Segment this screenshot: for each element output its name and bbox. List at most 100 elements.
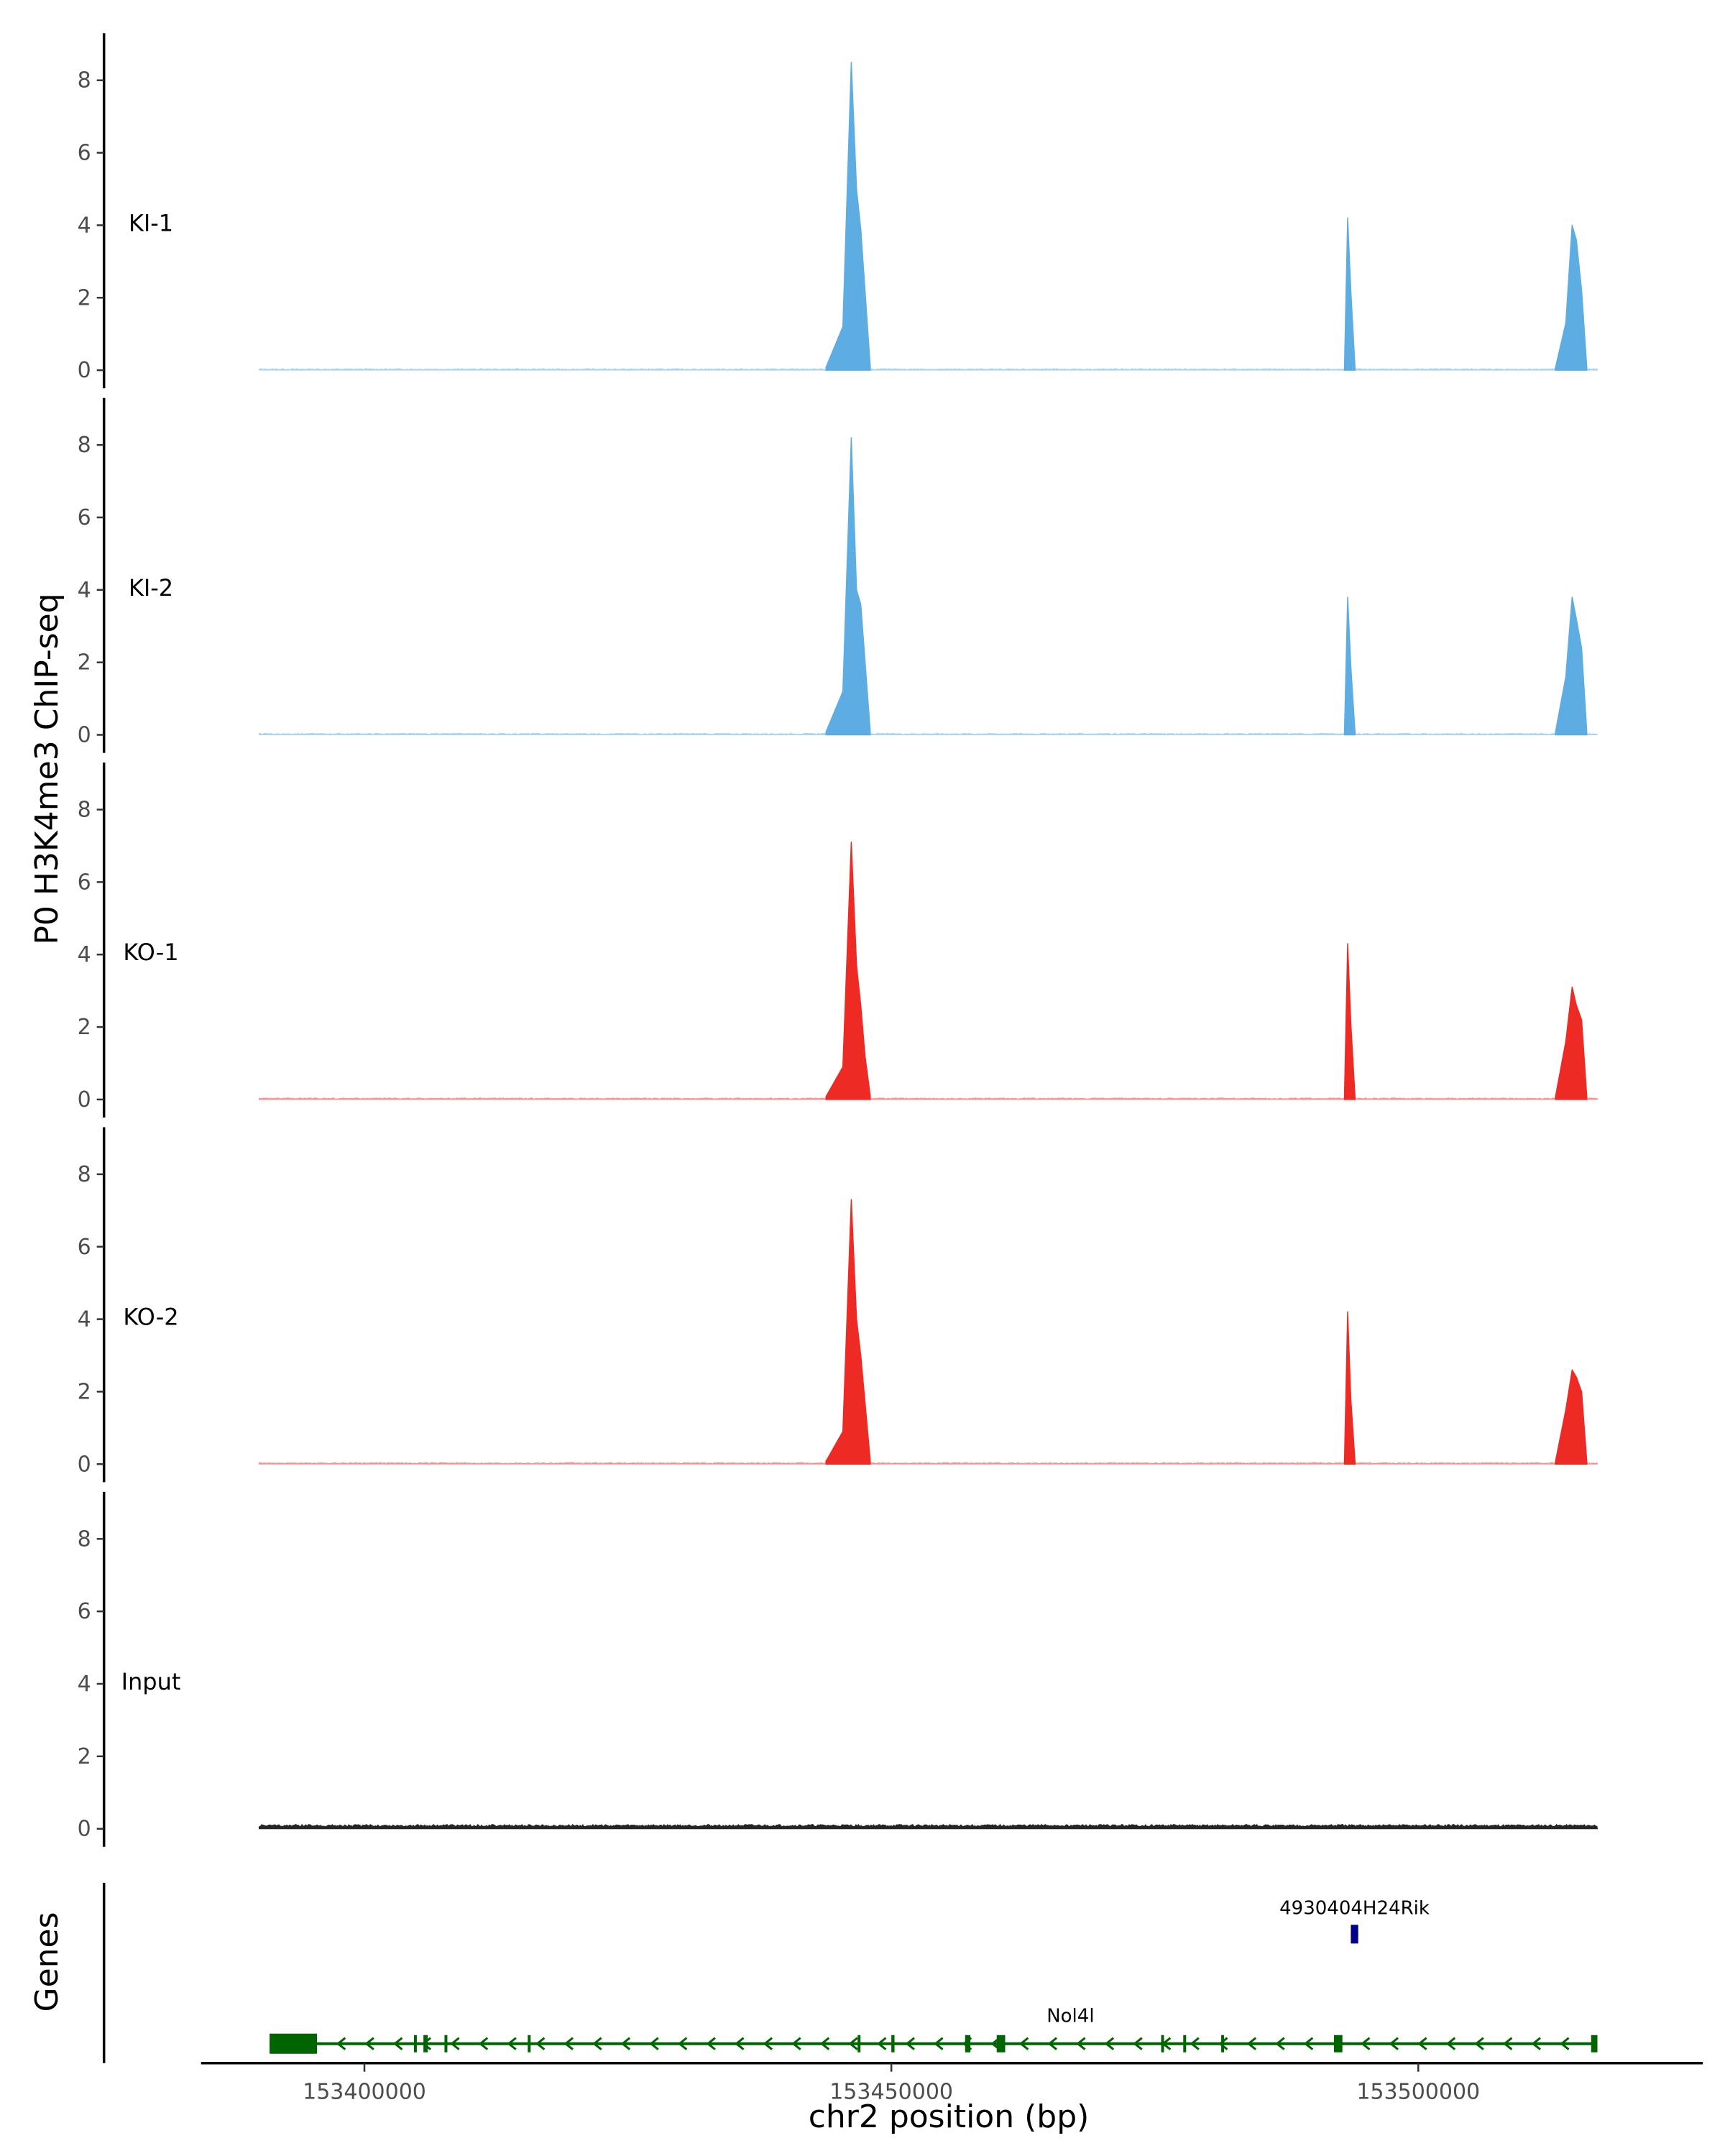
peak-area [825,842,871,1100]
gene-label: Nol4l [1046,2006,1094,2027]
strand-arrow [706,2037,716,2050]
peak-area [1343,217,1356,371]
y-tick-label: 4 [78,1307,91,1332]
gene-4930404h24rik: 4930404H24Rik [1279,1897,1430,1944]
x-axis: 153400000 153450000 153500000 [201,2061,1703,2105]
track-ko-2: 0 2 4 6 8 KO-2 [78,1127,1598,1483]
strand-arrow [791,2037,801,2050]
y-tick-label: 0 [78,723,91,748]
exon [1183,2035,1187,2053]
strand-arrow [934,2037,944,2050]
peak-area [1555,596,1588,736]
baseline-signal [258,368,1598,371]
x-axis-title: chr2 position (bp) [809,2099,1090,2135]
y-tick-label: 6 [78,1599,91,1624]
exon [1591,2035,1598,2053]
baseline-signal [258,732,1598,735]
y-tick-label: 6 [78,505,91,530]
y-tick-label: 4 [78,213,91,238]
strand-arrow [393,2037,403,2050]
y-tick-label: 6 [78,141,91,166]
strand-arrow [1303,2037,1314,2050]
peak-area [1343,943,1356,1100]
strand-arrow [763,2037,773,2050]
baseline-signal [258,1462,1598,1465]
strand-arrow [364,2037,374,2050]
peak-area [1343,596,1356,736]
strand-arrow [1389,2037,1399,2050]
exon [528,2035,531,2053]
strand-arrow [1275,2037,1285,2050]
y-tick-label: 8 [78,1526,91,1552]
genes-panel: Nol4l 4930404H24Rik [102,1882,1598,2063]
strand-arrow [905,2037,915,2050]
track-label: KI-1 [129,209,173,236]
exon [996,2035,1006,2053]
peak-area [825,437,871,736]
strand-arrow [1218,2037,1228,2050]
strand-arrow [677,2037,688,2050]
strand-arrow [1474,2037,1484,2050]
exon [857,2035,861,2053]
y-tick-label: 2 [78,285,91,310]
exon [444,2035,448,2053]
strand-arrow [1190,2037,1200,2050]
y-tick-label: 8 [78,798,91,823]
peak-area [1555,986,1588,1100]
strand-arrow [1560,2037,1570,2050]
y-tick-label: 8 [78,68,91,93]
strand-arrow [1019,2037,1029,2050]
strand-arrow [620,2037,631,2050]
strand-arrow [649,2037,659,2050]
gene-nol4l: Nol4l [270,2006,1598,2054]
strand-arrow [336,2037,346,2050]
peak-area [825,61,871,371]
strand-arrow [848,2037,858,2050]
gene-label: 4930404H24Rik [1279,1897,1430,1919]
strand-arrow [735,2037,745,2050]
track-input: 0 2 4 6 8 Input [78,1491,1598,1847]
x-tick-label: 153500000 [1356,2080,1480,2105]
track-ki-1: 0 2 4 6 8 KI-1 [78,33,1598,389]
strand-arrow [877,2037,887,2050]
y-tick-label: 8 [78,1162,91,1187]
peak-area [825,1199,871,1465]
strand-arrow [421,2037,431,2050]
baseline-signal [258,1823,1598,1830]
exon [1351,1925,1358,1944]
strand-arrow [1361,2037,1371,2050]
strand-arrow [507,2037,517,2050]
genes-axis-title: Genes [29,1912,65,2012]
strand-arrow [1104,2037,1115,2050]
y-tick-label: 0 [78,1817,91,1842]
y-tick-label: 0 [78,358,91,383]
x-tick-label: 153400000 [303,2080,426,2105]
peak-area [1555,1369,1588,1465]
baseline-signal [258,1097,1598,1100]
y-tick-label: 0 [78,1087,91,1112]
strand-arrow [1531,2037,1541,2050]
exon [965,2035,971,2053]
track-label: Input [121,1668,181,1695]
x-tick-label: 153450000 [829,2080,953,2105]
y-axis-title: P0 H3K4me3 ChIP-seq [29,593,65,944]
strand-arrow [1246,2037,1257,2050]
strand-arrow [1445,2037,1456,2050]
exon [413,2035,417,2053]
track-label: KO-2 [123,1304,178,1331]
strand-arrow [564,2037,574,2050]
track-ko-1: 0 2 4 6 8 KO-1 [78,763,1598,1118]
exon [423,2035,428,2053]
track-label: KI-2 [129,574,173,602]
exon [1161,2035,1164,2053]
y-tick-label: 8 [78,433,91,458]
strand-arrow [1076,2037,1086,2050]
strand-arrow [1417,2037,1427,2050]
strand-arrow [1503,2037,1513,2050]
strand-arrow [535,2037,546,2050]
strand-arrow [592,2037,602,2050]
y-tick-label: 6 [78,1235,91,1260]
y-tick-label: 2 [78,1015,91,1040]
peak-area [1555,224,1588,371]
